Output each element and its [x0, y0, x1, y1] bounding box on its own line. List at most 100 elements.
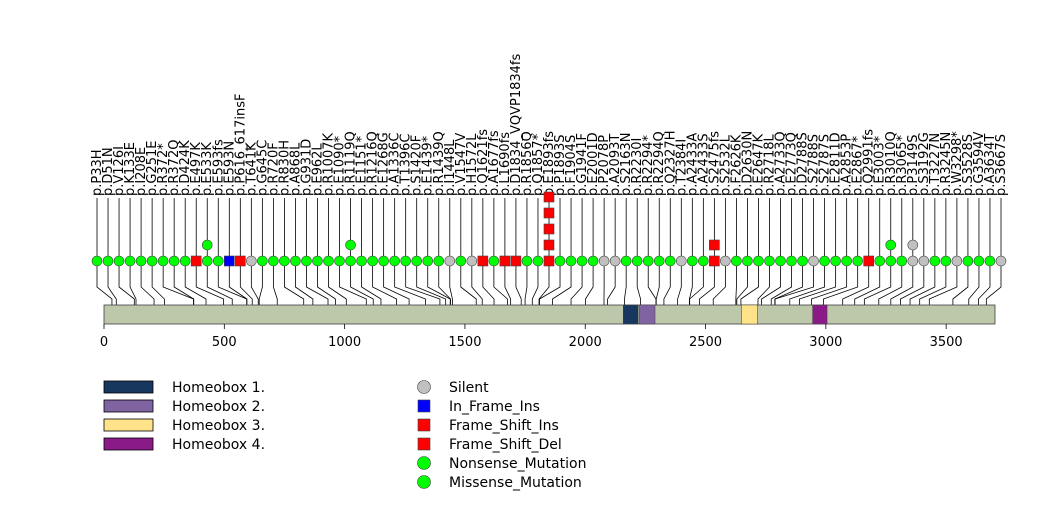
mutation-square	[477, 255, 489, 267]
mutation-circle	[290, 255, 301, 267]
mutation-circle	[554, 255, 566, 267]
connector	[636, 261, 641, 305]
connector	[195, 261, 224, 305]
connector	[504, 261, 512, 305]
mutation-label: p.R720F	[266, 142, 281, 196]
connector	[239, 261, 253, 305]
connector	[552, 261, 572, 305]
connector	[757, 261, 770, 305]
mutation-circle	[345, 255, 356, 267]
mutation-circle	[257, 255, 268, 267]
mutation-legend-label: Nonsense_Mutation	[449, 456, 586, 472]
mutation-square	[543, 191, 555, 203]
mutation-markers	[91, 191, 1007, 267]
mutation-circle	[246, 255, 257, 267]
mutation-label: p.P616_617insF	[233, 94, 248, 196]
mutation-label: p.P33H	[90, 149, 105, 196]
axis-tick-label: 1000	[328, 335, 361, 350]
domain-block	[741, 304, 758, 325]
mutation-circle	[973, 255, 985, 267]
mutation-label: p.E2811D	[829, 132, 844, 196]
mutation-circle	[609, 255, 621, 267]
mutation-label: p.E1439*	[421, 135, 436, 196]
mutation-circle	[301, 255, 312, 267]
mutation-label: p.D424K	[178, 140, 193, 196]
mutation-label: p.F2626K	[729, 134, 744, 196]
mutation-label: p.E533K	[200, 142, 215, 196]
domains	[622, 304, 828, 325]
mutation-circle	[764, 255, 775, 267]
mutation-label: p.S2475fs	[707, 131, 722, 196]
axis-tick-label: 500	[212, 335, 237, 350]
connector	[339, 261, 367, 305]
connector	[460, 261, 477, 305]
connector	[789, 261, 826, 305]
mutation-legend-label: In_Frame_Ins	[449, 399, 540, 415]
mutation-label: p.R1007K	[322, 132, 337, 196]
mutation-label: p.V1547V	[454, 133, 469, 196]
mutation-square	[543, 223, 555, 235]
mutation-label: p.A2433S	[696, 133, 711, 196]
connector	[823, 261, 859, 305]
mutation-square	[510, 255, 522, 267]
mutation-label: p.Q2327H	[663, 131, 678, 196]
mutation-circle	[356, 255, 367, 267]
connector	[878, 261, 903, 305]
mutation-label: p.A1336C	[388, 133, 403, 196]
mutation-circle	[521, 255, 533, 267]
mutation-label: p.D1834_VQVP1834fs	[509, 54, 524, 196]
backbone-bar	[103, 304, 996, 325]
mutation-label: p.G251E	[145, 141, 160, 197]
mutation-circle	[400, 255, 411, 267]
connector	[140, 261, 155, 305]
mutation-circle	[102, 255, 114, 267]
mutation-circle	[962, 255, 974, 267]
mutation-circle	[444, 255, 456, 267]
mutation-circle	[874, 255, 886, 267]
mutation-circle	[995, 255, 1007, 267]
mutation-circle	[168, 255, 180, 267]
connector	[740, 261, 759, 305]
connector	[531, 261, 539, 305]
mutation-circle	[455, 255, 467, 267]
mutation-circle	[797, 255, 808, 267]
connector	[151, 261, 165, 305]
connector	[977, 261, 991, 305]
mutation-label: p.Q1857*	[531, 133, 546, 196]
connector	[952, 261, 969, 305]
mutation-circle	[896, 255, 908, 267]
connector	[677, 261, 682, 305]
mutation-circle	[852, 255, 863, 267]
mutation-square	[543, 255, 555, 267]
mutation-circle	[378, 255, 389, 267]
mutation-label: p.E962L	[310, 143, 325, 196]
axis-tick-label: 1500	[448, 335, 481, 350]
mutation-circle	[91, 255, 103, 267]
mutation-circle	[433, 255, 445, 267]
mutation-label: p.A2853P	[840, 134, 855, 196]
mutation-label: p.E1151*	[355, 135, 370, 196]
mutation-square	[709, 255, 720, 267]
mutation-label: p.R3245N	[939, 132, 954, 196]
mutation-label: p.E2867*	[851, 135, 866, 196]
connector	[863, 261, 892, 305]
mutation-square	[543, 239, 555, 251]
connector	[712, 261, 726, 305]
mutation-label: p.K133E	[123, 142, 138, 196]
mutation-circle	[929, 255, 941, 267]
mutation-circle	[268, 255, 279, 267]
connector	[173, 261, 195, 305]
mutation-circle	[786, 255, 797, 267]
connector	[774, 261, 803, 305]
connector	[890, 261, 914, 305]
mutation-circle	[201, 239, 213, 251]
mutation-label: p.S3528S	[961, 134, 976, 196]
connector	[107, 261, 117, 305]
mutation-label: p.E2647K	[751, 133, 766, 196]
connector	[736, 261, 748, 305]
mutation-label: p.R1216Q	[366, 131, 381, 196]
connector	[250, 261, 259, 305]
connector	[624, 261, 627, 305]
mutation-circle	[841, 255, 852, 267]
mutation-legend: Silent In_Frame_Ins Frame_Shift_Ins Frame_S…	[417, 380, 586, 491]
